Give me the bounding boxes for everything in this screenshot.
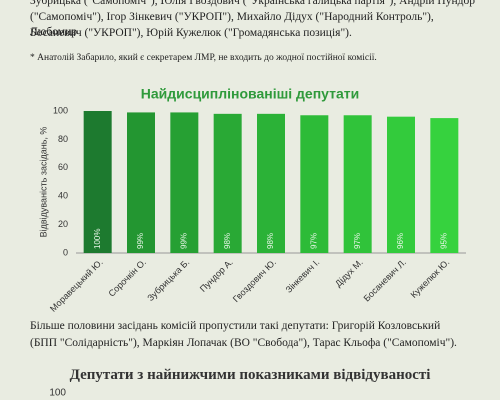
bar bbox=[257, 113, 285, 253]
y-tick-label: 20 bbox=[58, 219, 68, 229]
y-tick-label: 100 bbox=[53, 105, 68, 115]
y-tick-label: 80 bbox=[58, 134, 68, 144]
x-tick-label: Зубрицька Б. bbox=[145, 257, 191, 303]
x-tick-label: Гвоздович Ю. bbox=[231, 257, 278, 304]
y-tick-label: 60 bbox=[58, 162, 68, 172]
value-label: 99% bbox=[136, 233, 145, 249]
bar bbox=[300, 115, 329, 253]
text-line: ("Самопоміч"), Ігор Зінкевич ("УКРОП"), … bbox=[30, 11, 434, 38]
x-tick-label: Босаневич Л. bbox=[362, 257, 409, 304]
value-label: 97% bbox=[309, 233, 318, 249]
text-line: Зубрицька ("Самопоміч"), Юлія Гвоздович … bbox=[30, 0, 475, 7]
x-tick-label: Сорочкін О. bbox=[106, 257, 148, 299]
chart-title: Найдисциплінованіші депутати bbox=[141, 86, 359, 102]
footnote: * Анатолій Забарило, який є секретарем Л… bbox=[30, 53, 377, 63]
bar bbox=[343, 115, 372, 253]
value-label: 95% bbox=[439, 233, 448, 249]
bar bbox=[83, 111, 112, 253]
y-tick-label: 40 bbox=[58, 191, 68, 201]
second-chart-tick: 100 bbox=[49, 388, 66, 399]
value-label: 96% bbox=[396, 233, 405, 249]
x-tick-label: Пундор А. bbox=[198, 257, 235, 294]
x-tick-label: Дідух М. bbox=[333, 257, 365, 289]
x-tick-label: Кужелюк Ю. bbox=[409, 257, 452, 300]
y-tick-label: 0 bbox=[63, 247, 68, 257]
value-label: 98% bbox=[266, 233, 275, 249]
bar bbox=[213, 113, 242, 253]
value-label: 98% bbox=[223, 233, 232, 249]
value-label: 99% bbox=[179, 233, 188, 249]
x-tick-label: Зінкевич І. bbox=[284, 257, 322, 295]
value-label: 100% bbox=[93, 229, 102, 249]
bar bbox=[170, 112, 199, 253]
value-label: 97% bbox=[353, 233, 362, 249]
bar bbox=[127, 112, 155, 253]
text-line: Босаневич ("УКРОП"), Юрій Кужелюк ("Гром… bbox=[30, 27, 352, 39]
x-tick-label: Моравецький Ю. bbox=[48, 257, 105, 314]
y-axis-label: Відвідуваність засідань, % bbox=[38, 127, 48, 238]
bar bbox=[387, 116, 415, 254]
bar bbox=[430, 118, 459, 253]
second-chart-title: Депутати з найнижчими показниками відвід… bbox=[69, 367, 431, 383]
paragraph: Більше половини засідань комісій пропуст… bbox=[30, 320, 457, 349]
